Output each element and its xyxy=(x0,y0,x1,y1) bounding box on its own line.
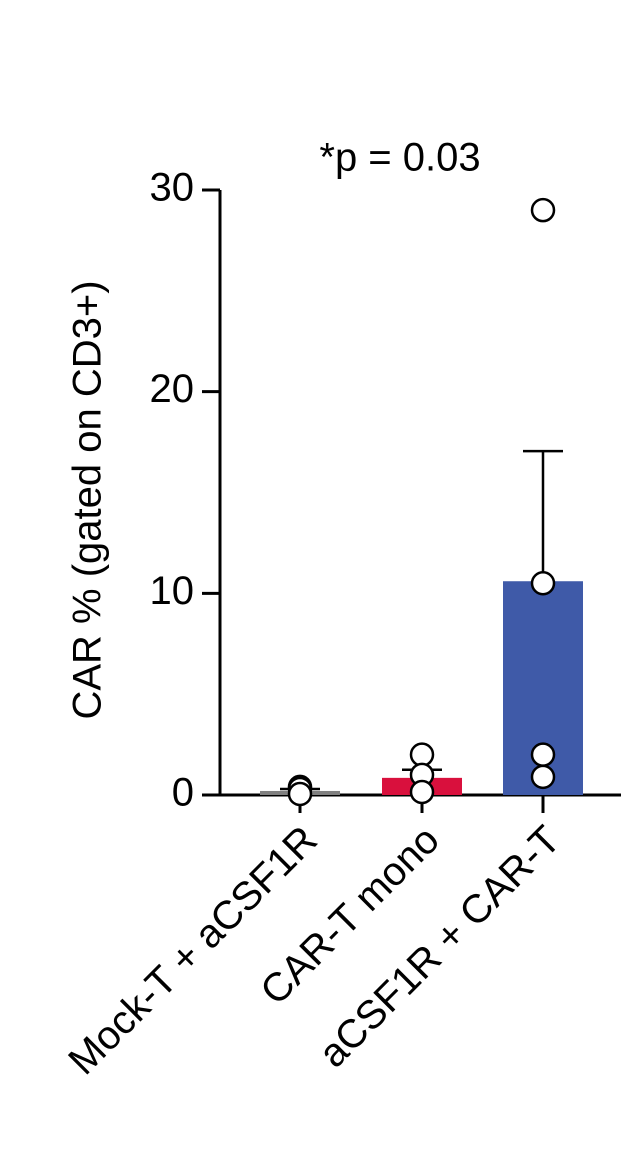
y-tick-label: 0 xyxy=(172,771,194,815)
data-point xyxy=(409,779,435,805)
data-point xyxy=(409,742,435,767)
annotation: *p = 0.03 xyxy=(319,136,480,180)
data-point xyxy=(530,197,556,223)
y-tick-label: 20 xyxy=(150,367,195,411)
data-point xyxy=(530,742,556,767)
data-point xyxy=(530,571,556,596)
y-tick-label: 10 xyxy=(150,569,195,613)
y-tick-label: 30 xyxy=(150,166,195,210)
data-point xyxy=(287,781,313,807)
data-point xyxy=(530,764,556,790)
y-axis-label: CAR % (gated on CD3+) xyxy=(66,280,110,719)
